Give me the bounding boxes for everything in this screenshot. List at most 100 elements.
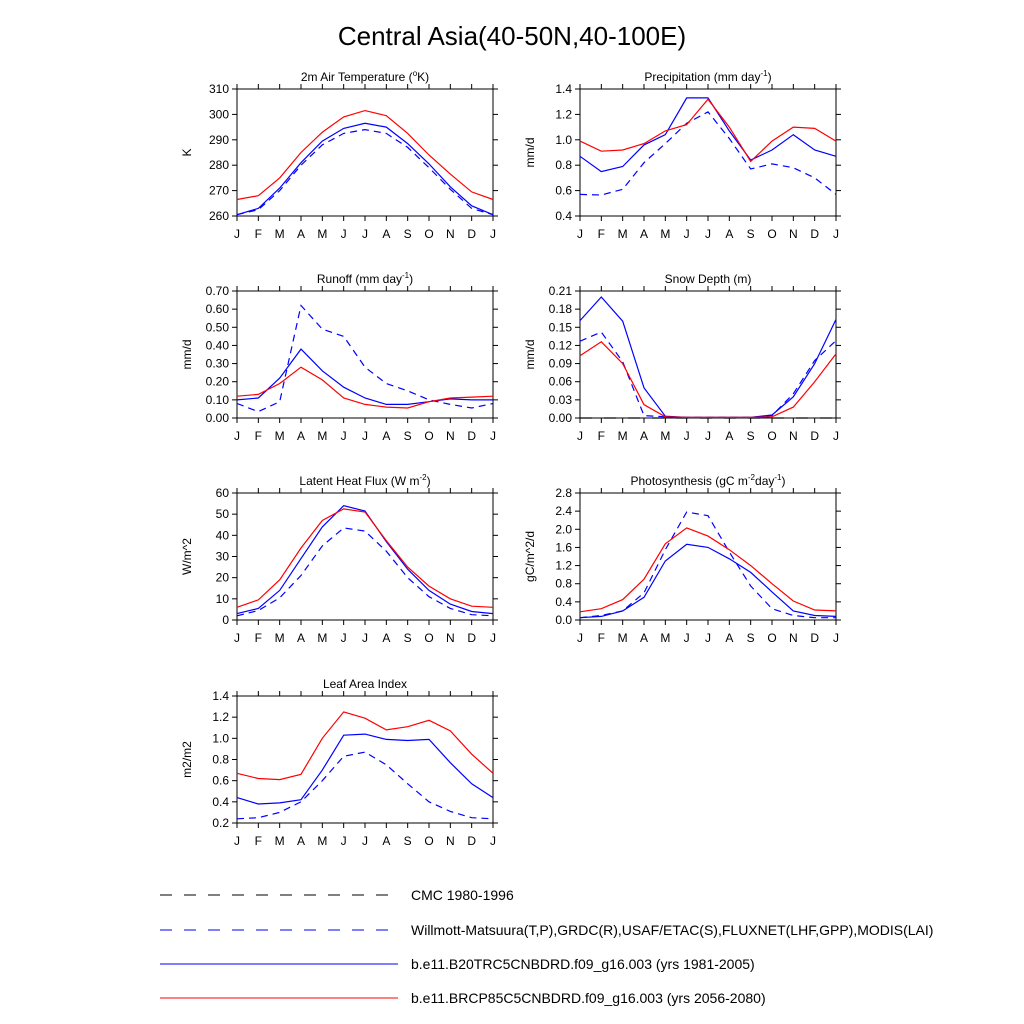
x-tick-label: A	[640, 429, 648, 443]
y-tick-label: 0.00	[206, 411, 230, 425]
x-tick-label: J	[490, 227, 496, 241]
panel-lhf: Latent Heat Flux (W m-2) W/m^2 0 10 20 30 40 50…	[180, 473, 498, 645]
x-tick-label: D	[810, 631, 819, 645]
y-tick-label: 0.40	[206, 338, 230, 352]
x-tick-label: J	[341, 227, 347, 241]
y-tick-label: 0.03	[549, 393, 573, 407]
x-tick-label: M	[275, 227, 285, 241]
legend-label-obs: Willmott-Matsuura(T,P),GRDC(R),USAF/ETAC…	[411, 922, 933, 938]
y-axis-label: m2/m2	[180, 741, 194, 778]
y-tick-label: 0.06	[549, 375, 573, 389]
series-line-model_fut	[579, 341, 837, 418]
x-tick-label: D	[810, 227, 819, 241]
series-line-model_fut	[236, 366, 494, 409]
x-tick-label: A	[297, 834, 305, 848]
y-tick-label: 1.4	[212, 689, 229, 703]
x-tick-label: J	[234, 834, 240, 848]
x-tick-label: J	[341, 834, 347, 848]
panel-precip: Precipitation (mm day-1) mm/d 0.4 0.6 0.8 1.0…	[523, 69, 841, 241]
y-tick-label: 40	[216, 528, 230, 542]
series-line-model_hist	[236, 348, 493, 405]
y-tick-label: 290	[209, 133, 229, 147]
x-tick-label: O	[424, 834, 433, 848]
x-tick-label: O	[767, 227, 776, 241]
x-tick-label: A	[725, 429, 733, 443]
x-tick-label: A	[640, 631, 648, 645]
x-tick-label: N	[789, 631, 798, 645]
y-tick-label: 0.8	[555, 158, 572, 172]
panel-title: Photosynthesis (gC m-2day-1)	[631, 473, 786, 488]
x-tick-label: J	[833, 429, 839, 443]
x-tick-label: J	[577, 429, 583, 443]
y-tick-label: 300	[209, 107, 229, 121]
x-tick-label: S	[747, 429, 755, 443]
x-tick-label: N	[446, 834, 455, 848]
y-axis-label: mm/d	[180, 340, 194, 370]
series-line-model_fut	[579, 98, 837, 163]
x-tick-label: A	[382, 227, 390, 241]
x-tick-label: J	[234, 429, 240, 443]
y-tick-label: 0.20	[206, 375, 230, 389]
plot-frame	[579, 88, 837, 217]
x-tick-label: J	[705, 631, 711, 645]
x-tick-label: D	[467, 429, 476, 443]
x-tick-label: J	[577, 227, 583, 241]
x-tick-label: M	[618, 429, 628, 443]
x-tick-label: S	[404, 429, 412, 443]
series-line-obs	[236, 128, 494, 216]
x-tick-label: J	[684, 631, 690, 645]
y-axis-label: gC/m^2/d	[523, 531, 537, 582]
y-tick-label: 0.6	[212, 774, 229, 788]
y-tick-label: 0.10	[206, 393, 230, 407]
x-tick-label: J	[362, 429, 368, 443]
y-tick-label: 0.15	[549, 320, 573, 334]
y-tick-label: 1.0	[555, 133, 572, 147]
panel-gpp: Photosynthesis (gC m-2day-1) gC/m^2/d 0.0 0…	[523, 473, 841, 645]
legend-label-model-fut: b.e11.BRCP85C5CNBDRD.f09_g16.003 (yrs 20…	[411, 990, 766, 1006]
x-tick-label: D	[467, 631, 476, 645]
y-tick-label: 0.6	[555, 184, 572, 198]
x-tick-label: S	[747, 631, 755, 645]
y-tick-label: 0.2	[212, 816, 229, 830]
x-tick-label: O	[767, 429, 776, 443]
x-tick-label: A	[297, 429, 305, 443]
x-tick-label: F	[598, 631, 605, 645]
legend-label-model-hist: b.e11.B20TRC5CNBDRD.f09_g16.003 (yrs 198…	[411, 956, 755, 972]
x-tick-label: S	[404, 834, 412, 848]
x-tick-label: D	[467, 834, 476, 848]
series-line-obs	[236, 527, 494, 617]
y-tick-label: 260	[209, 209, 229, 223]
x-tick-label: D	[467, 227, 476, 241]
x-tick-label: J	[833, 227, 839, 241]
x-tick-label: F	[598, 429, 605, 443]
y-tick-label: 2.8	[555, 486, 572, 500]
y-tick-label: 0.00	[549, 411, 573, 425]
x-tick-label: A	[382, 834, 390, 848]
panel-title: Latent Heat Flux (W m-2)	[299, 473, 430, 488]
x-tick-label: M	[275, 631, 285, 645]
y-tick-label: 0.09	[549, 357, 573, 371]
x-tick-label: J	[234, 631, 240, 645]
y-axis-label: W/m^2	[180, 538, 194, 575]
y-tick-label: 30	[216, 550, 230, 564]
x-tick-label: J	[234, 227, 240, 241]
x-tick-label: J	[362, 227, 368, 241]
x-tick-label: M	[618, 227, 628, 241]
series-line-obs	[579, 331, 837, 418]
series-line-model_hist	[579, 296, 837, 418]
x-tick-label: A	[640, 227, 648, 241]
y-tick-label: 0.4	[212, 795, 229, 809]
x-tick-label: M	[275, 429, 285, 443]
x-tick-label: A	[382, 631, 390, 645]
x-tick-label: F	[255, 631, 262, 645]
legend: CMC 1980-1996 Willmott-Matsuura(T,P),GRD…	[160, 887, 933, 1006]
x-tick-label: O	[767, 631, 776, 645]
x-tick-label: F	[255, 227, 262, 241]
y-tick-label: 60	[216, 486, 230, 500]
y-tick-label: 280	[209, 158, 229, 172]
x-tick-label: J	[705, 227, 711, 241]
x-tick-label: M	[660, 227, 670, 241]
x-tick-label: M	[618, 631, 628, 645]
plot-frame	[236, 88, 494, 217]
y-tick-label: 1.2	[555, 559, 572, 573]
